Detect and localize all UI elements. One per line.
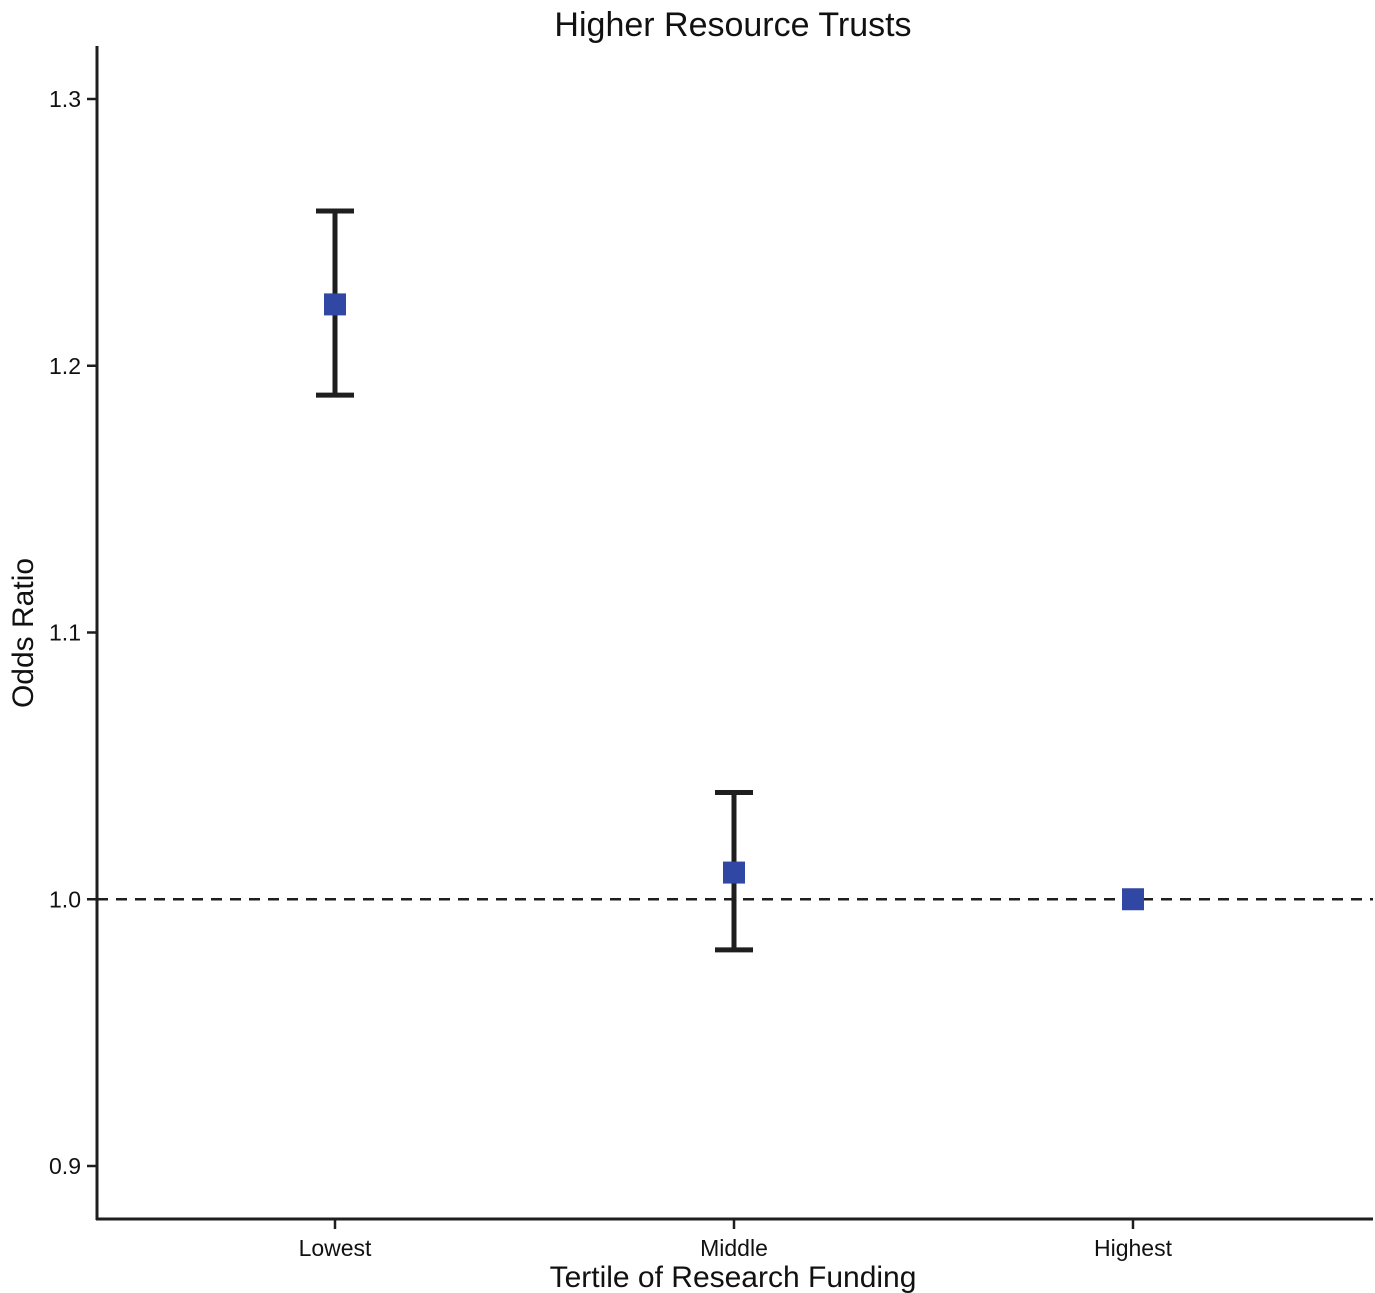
y-tick-label: 1.2 [49,353,81,379]
plot-area: 0.9 1.0 1.1 1.2 1.3 Lowest Middle Highest [49,46,1373,1261]
y-tick-label: 1.1 [49,620,81,646]
y-tick-label: 1.0 [49,886,81,912]
x-tick-label: Lowest [299,1235,372,1261]
x-tick-label: Middle [700,1235,768,1261]
markers [324,293,1144,911]
data-point-marker [723,861,745,884]
y-tick-label: 0.9 [49,1153,81,1179]
y-tick-label: 1.3 [49,86,81,112]
chart-title: Higher Resource Trusts [554,6,911,44]
x-ticks: Lowest Middle Highest [299,1219,1173,1261]
data-point-marker [324,293,346,316]
errorbars [316,208,753,953]
y-axis-title: Odds Ratio [7,558,40,708]
data-point-marker [1122,888,1144,911]
x-axis-title: Tertile of Research Funding [550,1261,917,1293]
x-tick-label: Highest [1094,1235,1173,1261]
y-ticks: 0.9 1.0 1.1 1.2 1.3 [49,86,97,1179]
